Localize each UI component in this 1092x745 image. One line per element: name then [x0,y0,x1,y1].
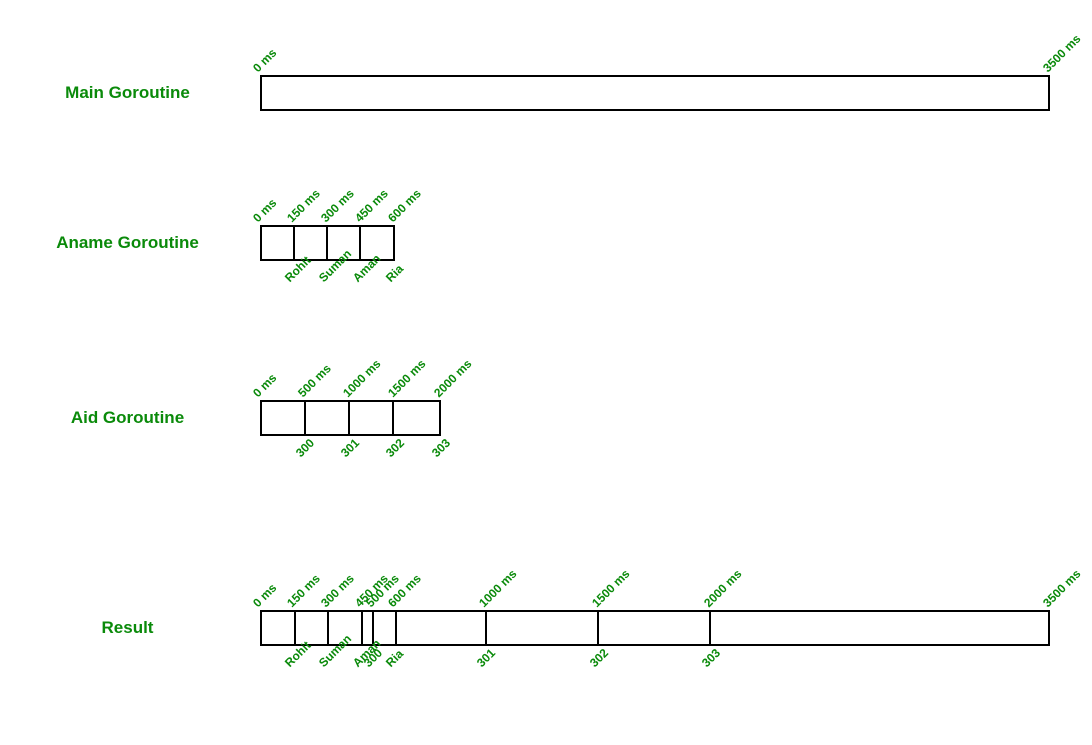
tick-top: 1500 ms [589,567,632,610]
tick-top: 300 ms [318,186,357,225]
tick-top: 0 ms [250,581,279,610]
row-label-main: Main Goroutine [0,83,255,103]
segment [262,402,306,434]
tick-top: 0 ms [250,46,279,75]
tick-top: 600 ms [386,186,425,225]
timeline-aid [260,400,441,436]
segment [350,402,394,434]
tick-top: 150 ms [284,186,323,225]
tick-bottom: 303 [699,646,723,670]
tick-bottom: 302 [383,436,407,460]
row-label-result: Result [0,618,255,638]
tick-top: 1500 ms [386,357,429,400]
segment [374,612,396,644]
tick-top: 1000 ms [476,567,519,610]
segment [262,77,1048,109]
segment [296,612,330,644]
tick-bottom: 301 [474,646,498,670]
tick-top: 2000 ms [431,357,474,400]
segment [394,402,438,434]
tick-bottom: 301 [338,436,362,460]
segment [262,227,295,259]
tick-top: 0 ms [250,371,279,400]
segment [711,612,1048,644]
segment [262,612,296,644]
tick-bottom: 302 [587,646,611,670]
tick-top: 0 ms [250,196,279,225]
tick-top: 150 ms [284,571,323,610]
segment [599,612,711,644]
segment [295,227,328,259]
tick-bottom: Ria [383,647,406,670]
tick-top: 450 ms [352,186,391,225]
tick-top: 500 ms [295,361,334,400]
row-label-aname: Aname Goroutine [0,233,255,253]
tick-top: 2000 ms [701,567,744,610]
tick-top: 300 ms [318,571,357,610]
tick-top: 1000 ms [340,357,383,400]
tick-bottom: 303 [429,436,453,460]
tick-top: 3500 ms [1040,32,1083,75]
tick-bottom: Ria [383,262,406,285]
tick-bottom: 300 [293,436,317,460]
tick-top: 3500 ms [1040,567,1083,610]
timeline-main [260,75,1050,111]
segment [397,612,487,644]
row-label-aid: Aid Goroutine [0,408,255,428]
segment [306,402,350,434]
segment [487,612,599,644]
